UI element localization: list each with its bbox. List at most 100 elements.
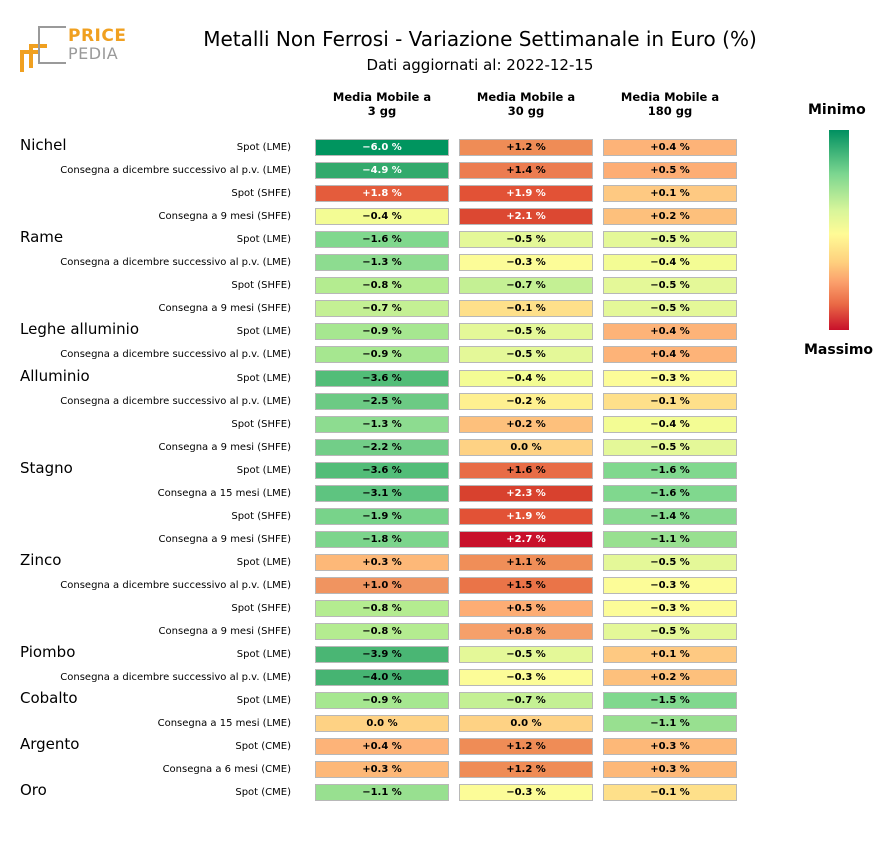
heatmap-cell: −2.5 % (315, 392, 449, 410)
heatmap-cell: −0.4 % (603, 254, 737, 272)
heatmap-cell: +0.3 % (315, 553, 449, 571)
heatmap-cell: −0.5 % (459, 231, 593, 249)
heatmap-cell: +1.4 % (459, 162, 593, 180)
heatmap-cell: −0.8 % (315, 277, 449, 295)
heatmap-cell: +1.2 % (459, 738, 593, 756)
row-label: Consegna a 9 mesi (SHFE) (158, 211, 291, 223)
metal-group-label: Alluminio (20, 366, 90, 385)
row-label: Consegna a 15 mesi (LME) (157, 487, 291, 499)
heatmap-cell: −0.3 % (603, 369, 737, 387)
heatmap-cell: −3.6 % (315, 461, 449, 479)
heatmap-cell: +1.1 % (459, 553, 593, 571)
heatmap-cell: +2.3 % (459, 484, 593, 502)
metal-group-label: Stagno (20, 458, 73, 477)
row-label: Spot (LME) (236, 326, 291, 338)
heatmap-cell: −0.5 % (459, 646, 593, 664)
heatmap-cell: +0.1 % (603, 646, 737, 664)
heatmap-cell: −2.2 % (315, 438, 449, 456)
heatmap-cell: −3.6 % (315, 369, 449, 387)
heatmap-cell: −0.8 % (315, 600, 449, 617)
row-label: Spot (LME) (236, 142, 291, 153)
heatmap-cell: +0.3 % (315, 761, 449, 779)
heatmap-cell: −0.8 % (315, 623, 449, 641)
row-label: Spot (SHFE) (231, 510, 291, 522)
heatmap-cell: +0.5 % (603, 162, 737, 180)
row-label: Spot (CME) (235, 787, 291, 799)
row-label: Spot (SHFE) (231, 603, 291, 614)
metal-group-label: Leghe alluminio (20, 320, 140, 339)
heatmap-cell: 0.0 % (315, 715, 449, 733)
row-label: Consegna a 15 mesi (LME) (157, 718, 291, 730)
heatmap-cell: 0.0 % (459, 715, 593, 733)
heatmap-cell: +2.1 % (459, 208, 593, 226)
row-label: Consegna a 9 mesi (SHFE) (158, 303, 291, 315)
heatmap-cell: +1.9 % (459, 185, 593, 203)
heatmap-cell: −0.7 % (315, 300, 449, 318)
legend-min-label: Minimo (808, 102, 866, 118)
heatmap-cell: +1.0 % (315, 576, 449, 594)
row-label: Spot (LME) (236, 464, 291, 476)
heatmap-cell: −1.1 % (603, 715, 737, 733)
heatmap-cell: −0.1 % (603, 784, 737, 802)
row-label: Consegna a 9 mesi (SHFE) (158, 441, 291, 453)
heatmap-cell: −0.5 % (603, 623, 737, 641)
heatmap-cell: −3.1 % (315, 484, 449, 502)
heatmap-cell: +0.5 % (459, 600, 593, 617)
heatmap-cell: +0.2 % (603, 208, 737, 226)
heatmap-cell: +0.4 % (315, 738, 449, 756)
metal-group-label: Cobalto (20, 689, 78, 708)
heatmap-cell: 0.0 % (459, 438, 593, 456)
heatmap-cell: −0.5 % (603, 231, 737, 249)
heatmap-cell: −1.1 % (603, 530, 737, 548)
heatmap-cell: −1.1 % (315, 784, 449, 802)
row-label: Consegna a 6 mesi (CME) (162, 764, 291, 776)
heatmap-cell: −0.1 % (603, 392, 737, 410)
heatmap-cell: −0.4 % (315, 208, 449, 226)
metal-group-label: Rame (20, 228, 64, 247)
row-label: Spot (LME) (236, 556, 291, 568)
heatmap-cell: −0.3 % (603, 576, 737, 594)
heatmap-cell: −0.3 % (459, 669, 593, 687)
heatmap-cell: +0.1 % (603, 185, 737, 203)
heatmap-cell: +1.2 % (459, 761, 593, 779)
heatmap-cell: −0.9 % (315, 323, 449, 341)
metal-group-label: Oro (20, 781, 47, 800)
row-label: Consegna a 9 mesi (SHFE) (158, 626, 291, 638)
logo-pedia-text: PEDIA (68, 44, 119, 63)
logo-mark-icon (20, 26, 66, 72)
heatmap-cell: −1.3 % (315, 254, 449, 272)
heatmap-cell: +1.6 % (459, 461, 593, 479)
legend-colorbar (829, 130, 849, 330)
heatmap-cell: +0.3 % (603, 738, 737, 756)
row-label: Consegna a dicembre successivo al p.v. (… (60, 165, 291, 177)
metal-group-label: Piombo (20, 643, 76, 662)
row-label: Consegna a 9 mesi (SHFE) (158, 533, 291, 545)
heatmap-cell: −4.9 % (315, 162, 449, 180)
pricepedia-logo: PRICE PEDIA (20, 26, 130, 74)
row-label: Consegna a dicembre successivo al p.v. (… (60, 395, 291, 407)
row-label: Consegna a dicembre successivo al p.v. (… (60, 672, 291, 684)
heatmap-cell: +0.4 % (603, 346, 737, 364)
heatmap-cell: −4.0 % (315, 669, 449, 687)
heatmap-cell: −0.5 % (459, 346, 593, 364)
heatmap-cell: −0.5 % (603, 277, 737, 295)
row-label: Consegna a dicembre successivo al p.v. (… (60, 579, 291, 591)
heatmap-cell: −0.4 % (603, 415, 737, 433)
heatmap-cell: −1.3 % (315, 415, 449, 433)
heatmap-cell: −0.4 % (459, 369, 593, 387)
row-label: Spot (LME) (236, 234, 291, 246)
logo-price-text: PRICE (68, 26, 127, 46)
metal-group-label: Nichel (20, 136, 67, 154)
heatmap-cell: −0.5 % (459, 323, 593, 341)
heatmap-cell: −1.8 % (315, 530, 449, 548)
metal-group-label: Argento (20, 735, 80, 754)
heatmap-cell: +1.2 % (459, 139, 593, 156)
heatmap-cell: +1.9 % (459, 507, 593, 525)
row-label: Consegna a dicembre successivo al p.v. (… (60, 349, 291, 361)
heatmap-cell: −0.2 % (459, 392, 593, 410)
legend-max-label: Massimo (804, 342, 874, 358)
heatmap-cell: −1.6 % (603, 461, 737, 479)
column-header: Media Mobile a 30 gg (476, 90, 576, 118)
row-label: Spot (SHFE) (231, 418, 291, 430)
